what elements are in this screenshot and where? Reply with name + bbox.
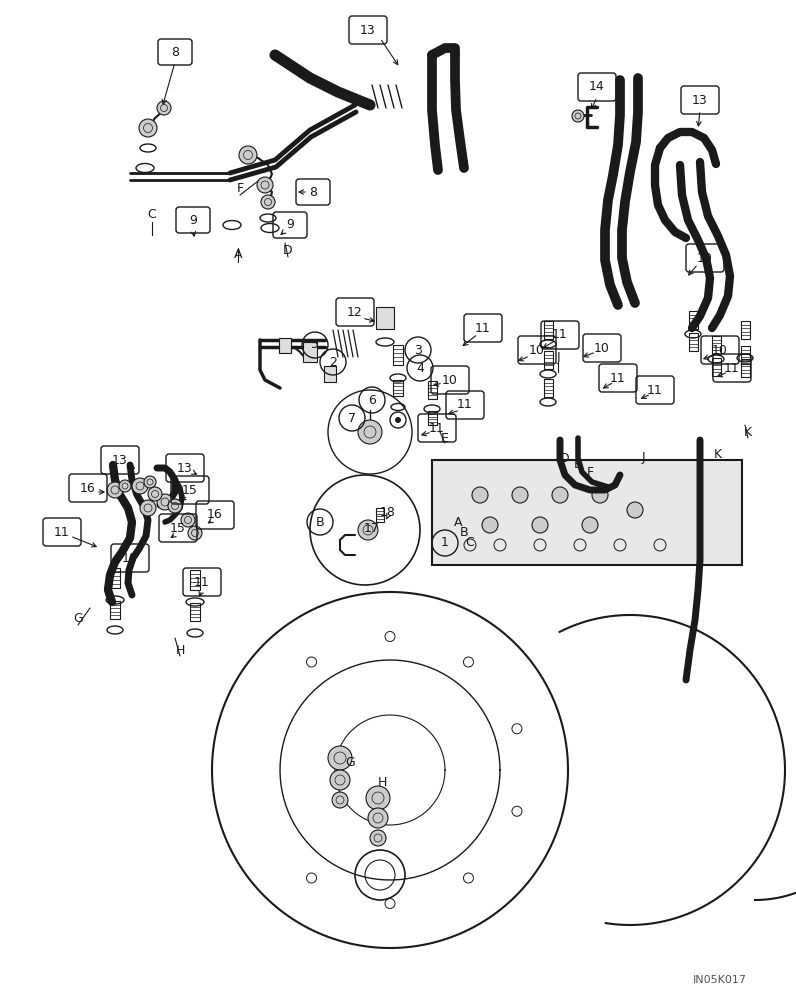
Text: 10: 10 (594, 342, 610, 355)
Circle shape (140, 500, 156, 516)
Circle shape (132, 478, 148, 494)
Text: D: D (560, 452, 570, 464)
Circle shape (257, 177, 273, 193)
Circle shape (181, 513, 195, 527)
Text: 11: 11 (194, 576, 210, 588)
Text: 10: 10 (529, 344, 545, 357)
FancyBboxPatch shape (303, 342, 317, 362)
Circle shape (552, 487, 568, 503)
Text: D: D (283, 243, 293, 256)
Circle shape (168, 499, 182, 513)
Text: K: K (714, 448, 722, 462)
Circle shape (582, 517, 598, 533)
Text: H: H (377, 776, 387, 788)
Text: 10: 10 (712, 344, 728, 357)
Circle shape (368, 808, 388, 828)
Circle shape (144, 476, 156, 488)
Text: 8: 8 (171, 45, 179, 58)
Circle shape (482, 517, 498, 533)
FancyBboxPatch shape (324, 366, 336, 382)
Circle shape (139, 119, 157, 137)
Text: A: A (234, 248, 242, 261)
Text: 16: 16 (207, 508, 223, 522)
Text: F: F (236, 182, 244, 194)
Circle shape (119, 480, 131, 492)
Text: 5: 5 (311, 338, 319, 352)
Text: 10: 10 (122, 552, 138, 564)
Text: 12: 12 (347, 306, 363, 318)
Circle shape (328, 746, 352, 770)
Text: G: G (73, 611, 83, 624)
Text: K: K (744, 426, 752, 438)
Text: J: J (556, 352, 560, 364)
Text: C: C (466, 536, 474, 548)
Circle shape (188, 526, 202, 540)
Text: 13: 13 (360, 23, 376, 36)
Text: J: J (642, 452, 645, 464)
Text: 11: 11 (724, 361, 739, 374)
Circle shape (157, 494, 173, 510)
Circle shape (370, 830, 386, 846)
Text: 3: 3 (414, 344, 422, 357)
Text: 4: 4 (416, 361, 424, 374)
Circle shape (572, 110, 584, 122)
Text: 9: 9 (189, 214, 197, 227)
Text: A: A (454, 516, 462, 528)
FancyBboxPatch shape (432, 460, 742, 565)
Text: 11: 11 (475, 322, 491, 334)
Circle shape (532, 517, 548, 533)
Text: 11: 11 (647, 383, 663, 396)
Text: 11: 11 (54, 526, 70, 538)
Text: E: E (441, 432, 449, 444)
FancyBboxPatch shape (279, 338, 291, 353)
Text: C: C (147, 209, 156, 222)
Circle shape (148, 487, 162, 501)
Circle shape (512, 487, 528, 503)
Circle shape (107, 482, 123, 498)
Text: 1: 1 (441, 536, 449, 550)
Text: G: G (345, 756, 355, 768)
Text: 15: 15 (170, 522, 186, 534)
Text: H: H (175, 644, 185, 656)
Circle shape (592, 487, 608, 503)
Circle shape (239, 146, 257, 164)
Text: 11: 11 (429, 422, 445, 434)
Circle shape (157, 101, 171, 115)
Text: E: E (574, 458, 582, 472)
Text: 9: 9 (286, 219, 294, 232)
Circle shape (395, 417, 401, 423)
Text: B: B (316, 516, 324, 528)
Text: 2: 2 (329, 356, 337, 368)
Circle shape (332, 792, 348, 808)
Text: 8: 8 (309, 186, 317, 198)
Text: F: F (587, 466, 594, 479)
Text: 13: 13 (178, 462, 193, 475)
Circle shape (261, 195, 275, 209)
Text: 16: 16 (80, 482, 96, 494)
Circle shape (627, 502, 643, 518)
FancyBboxPatch shape (376, 307, 394, 329)
Text: B: B (459, 526, 468, 538)
Circle shape (366, 786, 390, 810)
Text: 10: 10 (697, 251, 713, 264)
Text: 11: 11 (610, 371, 626, 384)
Circle shape (358, 520, 378, 540)
Text: 11: 11 (457, 398, 473, 412)
Text: 15: 15 (182, 484, 198, 496)
Text: 17: 17 (364, 522, 380, 534)
Text: 13: 13 (112, 454, 128, 466)
Text: 11: 11 (552, 328, 568, 342)
Circle shape (330, 770, 350, 790)
Text: 10: 10 (442, 373, 458, 386)
Text: 6: 6 (368, 393, 376, 406)
Circle shape (358, 420, 382, 444)
Text: 18: 18 (380, 506, 396, 518)
Text: 14: 14 (589, 81, 605, 94)
Text: 13: 13 (693, 94, 708, 106)
Text: IN05K017: IN05K017 (693, 975, 747, 985)
Text: 7: 7 (348, 412, 356, 424)
Circle shape (472, 487, 488, 503)
